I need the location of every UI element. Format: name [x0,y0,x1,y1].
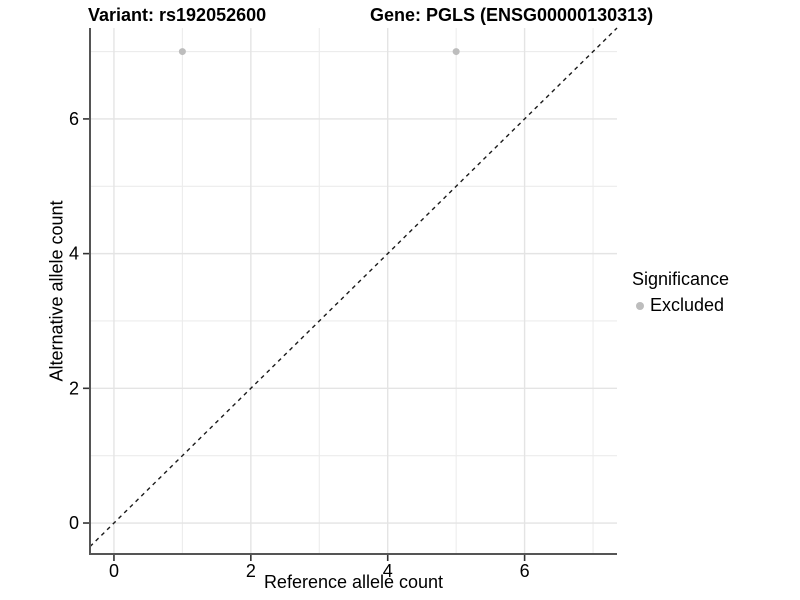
y-tick-label: 6 [69,109,79,129]
data-point [452,48,460,56]
y-tick-label: 2 [69,378,79,398]
x-tick-label: 6 [520,561,530,581]
legend-entry-excluded: Excluded [632,295,729,316]
y-tick-label: 0 [69,513,79,533]
x-tick-label: 2 [246,561,256,581]
identity-reference-line [89,27,618,548]
excluded-point-marker-icon [636,301,644,310]
y-axis-label: Alternative allele count [46,200,67,382]
y-tick-label: 4 [69,244,79,264]
x-tick-label: 4 [383,561,393,581]
plot-title-variant: Variant: rs192052600 [88,5,267,25]
legend: Significance Excluded [632,269,729,316]
plot-title-gene: Gene: PGLS (ENSG00000130313) [370,5,654,25]
x-tick-label: 0 [109,561,119,581]
legend-title: Significance [632,269,730,289]
legend-entry-label: Excluded [650,295,725,315]
x-axis-label: Reference allele count [263,572,444,592]
data-point [178,48,186,56]
